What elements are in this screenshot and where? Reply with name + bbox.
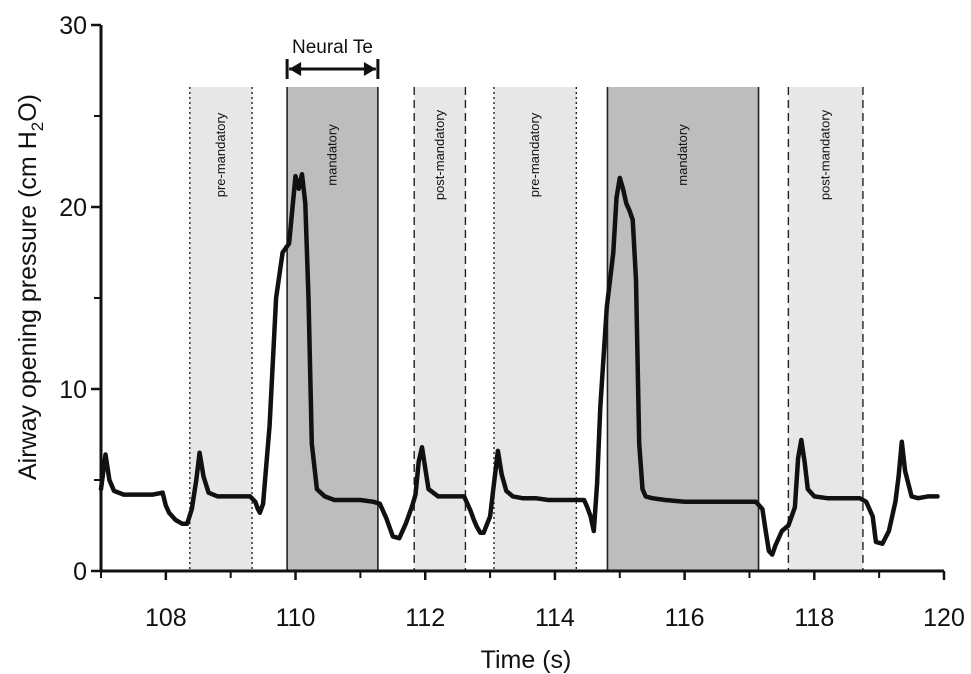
x-tick-label: 110 (276, 604, 316, 632)
phase-region-label: post-mandatory (432, 109, 447, 200)
phase-region-0: pre-mandatory (189, 87, 253, 571)
phase-region-label: post-mandatory (818, 109, 833, 200)
phase-region-fill (414, 87, 466, 571)
phase-region-fill (287, 87, 378, 571)
axis-ticks: 108 110 112 114 116 118 120 0 10 20 30 (59, 12, 965, 632)
phase-region-label: pre-mandatory (527, 112, 542, 197)
y-axis-title-subscript: 2 (28, 122, 47, 131)
y-tick-label: 30 (59, 12, 87, 40)
x-axis-title: Time (s) (481, 646, 572, 674)
y-axis-title-main: Airway opening pressure (cm H (14, 131, 42, 480)
phase-region-label: mandatory (325, 124, 340, 186)
pressure-trace-line (98, 171, 940, 557)
neural-te-annotation: Neural Te (285, 37, 380, 79)
phase-region-fill (189, 87, 253, 571)
annotation-left-arrowhead (289, 62, 302, 76)
phase-region-fill (607, 87, 759, 571)
phase-region-1: mandatory (286, 87, 379, 571)
annotation-label: Neural Te (292, 37, 373, 58)
annotation-right-arrowhead (363, 62, 376, 76)
phase-region-label: pre-mandatory (213, 112, 228, 197)
phase-region-label: mandatory (675, 124, 690, 186)
x-tick-label: 118 (794, 604, 834, 632)
x-tick-label: 120 (923, 604, 965, 632)
phase-region-4: mandatory (606, 87, 760, 571)
y-tick-label: 0 (73, 558, 87, 586)
phase-region-fill (788, 87, 863, 571)
y-tick-label: 20 (59, 194, 87, 222)
y-axis-title: Airway opening pressure (cm H2O) (14, 94, 47, 480)
phase-region-5: post-mandatory (787, 87, 864, 571)
x-tick-label: 114 (535, 604, 575, 632)
x-tick-label: 116 (665, 604, 705, 632)
y-tick-label: 10 (59, 376, 87, 404)
y-axis-title-suffix: O) (14, 94, 42, 122)
x-tick-label: 108 (145, 604, 187, 632)
x-tick-label: 112 (405, 604, 445, 632)
